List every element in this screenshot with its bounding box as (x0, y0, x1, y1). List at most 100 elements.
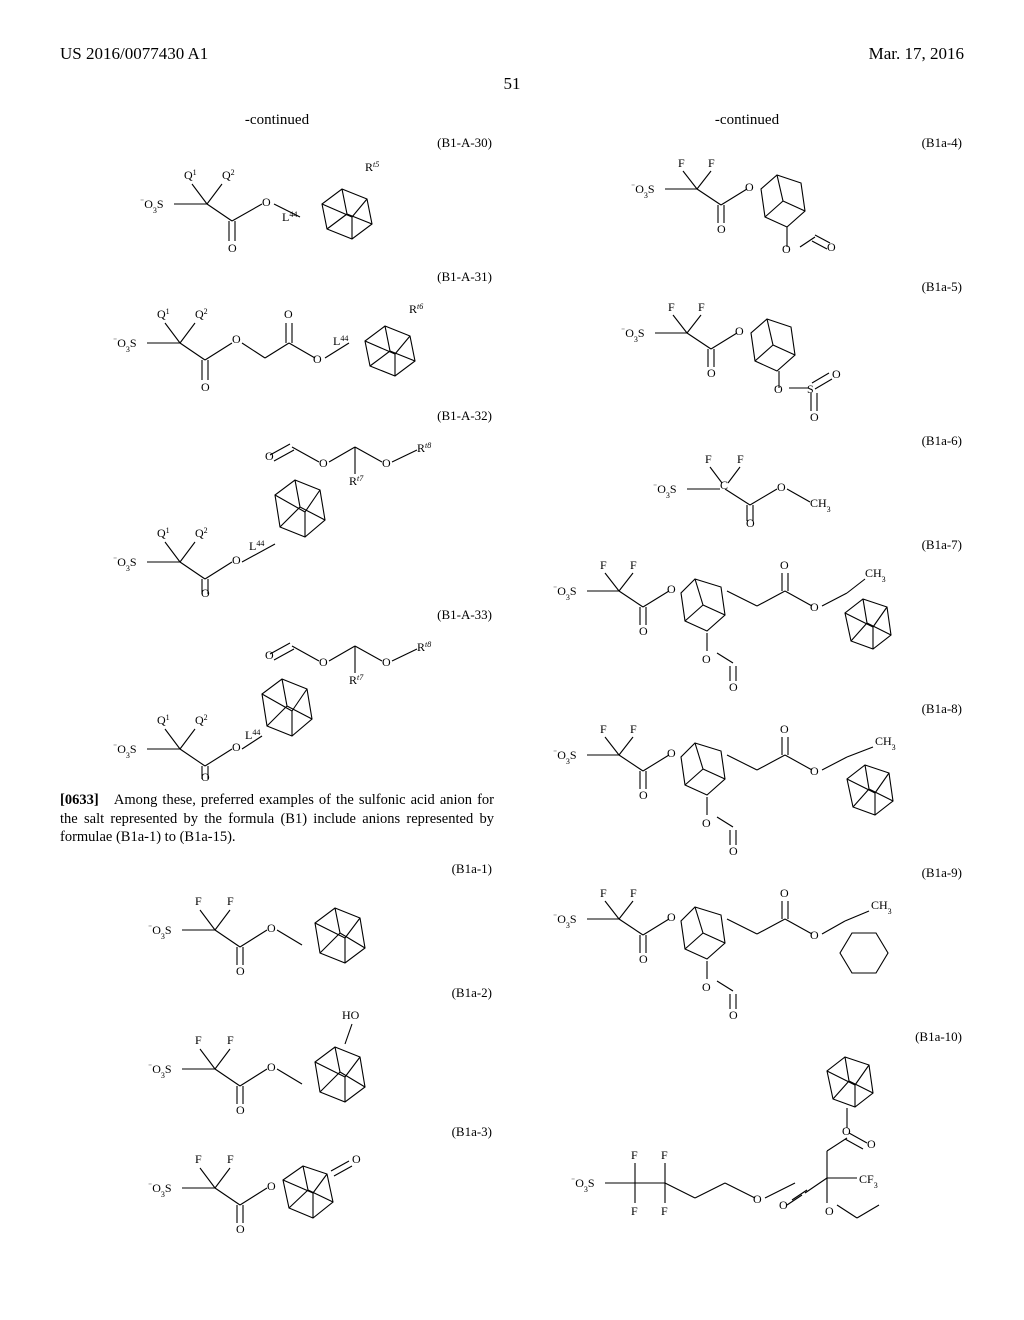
svg-text:F: F (705, 452, 712, 466)
svg-text:⁻O3S: ⁻O3S (113, 336, 137, 354)
svg-text:Q2: Q2 (195, 713, 208, 728)
svg-text:O: O (729, 1008, 738, 1019)
svg-text:O: O (232, 740, 241, 754)
svg-text:F: F (630, 886, 637, 900)
svg-text:F: F (668, 300, 675, 314)
svg-text:O: O (702, 980, 711, 994)
structure-b1a-7: (B1a-7) (530, 537, 964, 691)
svg-text:Rt8: Rt8 (417, 640, 431, 655)
left-column: -continued (B1-A-30) (60, 112, 494, 1253)
chem-structure-svg: O O O Rt7 Rt8 ⁻O3S Q1 Q2 O O L44 (97, 422, 457, 597)
page-number: 51 (60, 74, 964, 94)
structure-b1-a-33: (B1-A-33) (60, 607, 494, 781)
svg-text:⁻O3S: ⁻O3S (148, 1180, 172, 1198)
svg-text:O: O (382, 456, 391, 470)
svg-text:L44: L44 (333, 334, 348, 349)
svg-text:F: F (195, 1033, 202, 1047)
chem-structure-svg: ⁻O3S FF O O HO (127, 999, 427, 1114)
structure-b1a-3: (B1a-3) (60, 1124, 494, 1233)
svg-text:⁻O3S: ⁻O3S (140, 197, 164, 215)
svg-text:⁻O3S: ⁻O3S (571, 1176, 595, 1194)
svg-text:O: O (236, 1103, 245, 1114)
svg-text:HO: HO (342, 1008, 360, 1022)
chem-structure-svg: ⁻O3S FF OO OO OO CH3 (547, 551, 947, 691)
svg-text:F: F (600, 558, 607, 572)
structure-b1-a-31: (B1-A-31) (60, 269, 494, 398)
svg-text:Q1: Q1 (184, 168, 197, 183)
svg-text:CF3: CF3 (859, 1172, 878, 1190)
svg-text:O: O (232, 553, 241, 567)
svg-text:O: O (702, 816, 711, 830)
paragraph-0633: [0633] Among these, preferred examples o… (60, 791, 494, 847)
chem-structure-svg: ⁻O3S FF O O O (127, 1138, 427, 1233)
svg-text:Q1: Q1 (157, 713, 170, 728)
svg-text:O: O (319, 655, 328, 669)
svg-text:O: O (780, 886, 789, 900)
svg-text:O: O (810, 764, 819, 778)
svg-text:O: O (265, 449, 274, 463)
structure-b1a-8: (B1a-8) (530, 701, 964, 855)
svg-text:Rt7: Rt7 (349, 673, 364, 688)
svg-text:F: F (631, 1204, 638, 1218)
svg-text:O: O (236, 964, 245, 975)
svg-text:O: O (228, 241, 237, 255)
svg-text:⁻O3S: ⁻O3S (553, 912, 577, 930)
svg-text:CH3: CH3 (865, 566, 886, 584)
paragraph-number: [0633] (60, 792, 99, 808)
svg-text:O: O (201, 586, 210, 597)
publication-number: US 2016/0077430 A1 (60, 44, 208, 64)
svg-text:F: F (737, 452, 744, 466)
right-column: -continued (B1a-4) (530, 112, 964, 1253)
svg-text:F: F (195, 894, 202, 908)
svg-text:⁻O3S: ⁻O3S (148, 922, 172, 940)
svg-text:F: F (600, 722, 607, 736)
chem-structure-svg: ⁻O3S Q1 Q2 O O O O L44 Rt6 (97, 283, 457, 398)
svg-text:⁻O3S: ⁻O3S (553, 584, 577, 602)
svg-text:F: F (630, 558, 637, 572)
svg-text:Q1: Q1 (157, 526, 170, 541)
continued-label: -continued (530, 112, 964, 129)
svg-text:⁻O3S: ⁻O3S (621, 326, 645, 344)
svg-text:⁻O3S: ⁻O3S (631, 182, 655, 200)
chem-structure-svg: ⁻O3S FF FF O OO CF3 O O (547, 1043, 947, 1243)
svg-text:O: O (201, 380, 210, 394)
svg-text:F: F (661, 1204, 668, 1218)
svg-text:O: O (810, 600, 819, 614)
svg-text:O: O (382, 655, 391, 669)
chem-structure-svg: ⁻O3S Q1 Q2 O O L44 Rt5 (112, 149, 442, 259)
svg-text:S: S (807, 382, 814, 396)
svg-text:O: O (267, 1060, 276, 1074)
structure-b1a-1: (B1a-1) (60, 861, 494, 975)
svg-text:L44: L44 (282, 210, 297, 225)
page: US 2016/0077430 A1 Mar. 17, 2016 51 -con… (0, 0, 1024, 1320)
svg-text:O: O (267, 1179, 276, 1193)
svg-text:O: O (267, 921, 276, 935)
structure-b1a-9: (B1a-9) (530, 865, 964, 1019)
svg-text:O: O (779, 1198, 788, 1212)
svg-text:O: O (639, 788, 648, 802)
page-header: US 2016/0077430 A1 Mar. 17, 2016 (60, 44, 964, 64)
svg-text:O: O (313, 352, 322, 366)
svg-text:O: O (717, 222, 726, 236)
svg-text:O: O (842, 1124, 851, 1138)
svg-text:F: F (600, 886, 607, 900)
continued-label: -continued (60, 112, 494, 129)
svg-text:O: O (702, 652, 711, 666)
chem-structure-svg: ⁻O3S FF OO OO OO CH3 (547, 879, 947, 1019)
publication-date: Mar. 17, 2016 (869, 44, 964, 64)
svg-text:CH3: CH3 (875, 734, 896, 752)
chem-structure-svg: ⁻O3S FF OO OS OO (607, 293, 887, 423)
svg-text:O: O (236, 1222, 245, 1233)
svg-text:O: O (639, 624, 648, 638)
structure-b1-a-30: (B1-A-30) (60, 135, 494, 259)
svg-text:O: O (319, 456, 328, 470)
svg-text:Q2: Q2 (222, 168, 235, 183)
svg-text:CH3: CH3 (810, 496, 831, 514)
svg-text:O: O (774, 382, 783, 396)
svg-text:F: F (227, 1152, 234, 1166)
svg-text:C: C (720, 478, 728, 492)
svg-text:F: F (678, 156, 685, 170)
chem-structure-svg: ⁻O3S FF OO OO (617, 149, 877, 269)
svg-text:O: O (667, 746, 676, 760)
svg-text:O: O (825, 1204, 834, 1218)
